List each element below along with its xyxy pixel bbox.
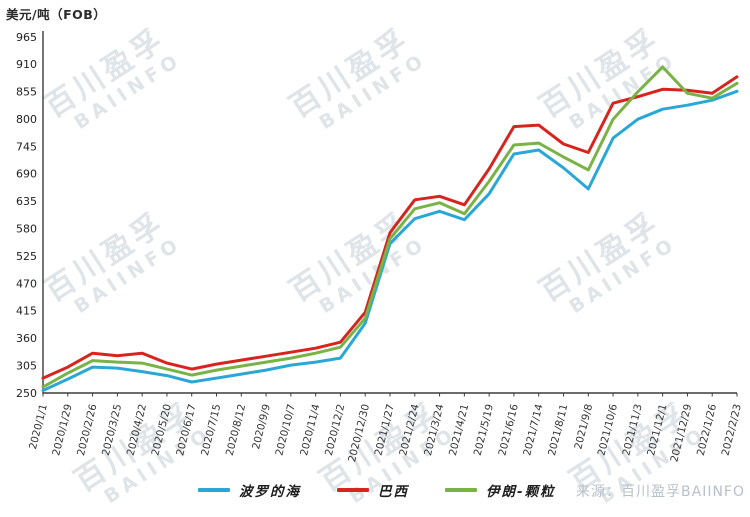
x-axis-tick-label: 2022/1/26 <box>695 403 719 457</box>
legend: 波罗的海 巴西 伊朗-颗粒 <box>198 480 556 500</box>
x-axis-tick-label: 2022/2/23 <box>719 403 743 457</box>
y-axis-tick-label: 745 <box>16 140 37 153</box>
x-axis-tick-label: 2020/10/7 <box>273 403 297 457</box>
legend-item-baltic-sea[interactable]: 波罗的海 <box>198 480 301 500</box>
x-axis-tick-label: 2021/1/27 <box>372 403 396 457</box>
y-axis-tick-label: 965 <box>16 31 37 44</box>
x-axis-tick-label: 2021/12/1 <box>645 403 669 457</box>
axes <box>42 31 737 394</box>
x-axis-tick-label: 2020/3/25 <box>100 403 124 457</box>
legend-item-brazil[interactable]: 巴西 <box>337 480 409 500</box>
y-axis-tick-label: 470 <box>16 277 37 290</box>
source-note: 来源：百川盈孚BAIINFO <box>576 484 745 500</box>
legend-item-iran-granular[interactable]: 伊朗-颗粒 <box>445 480 556 500</box>
x-axis-tick-label: 2020/9/9 <box>250 403 273 451</box>
x-axis-tick-label: 2020/2/26 <box>75 403 99 457</box>
x-axis-tick-label: 2021/3/24 <box>422 403 446 457</box>
brazil-line[interactable] <box>41 75 739 380</box>
legend-swatch-iran-granular <box>445 488 477 492</box>
y-axis-tick-label: 415 <box>16 305 37 318</box>
price-chart: 965 910 855 800 745 690 635 580 525 470 415 360 305 2… <box>16 31 744 464</box>
y-axis-tick-label: 360 <box>16 332 37 345</box>
y-axis-tick-label: 580 <box>16 222 37 235</box>
x-axis-tick-label: 2020/7/15 <box>199 403 223 457</box>
y-axis-tick-label: 855 <box>16 86 37 99</box>
x-axis-tick-label: 2021/5/19 <box>472 403 496 457</box>
x-axis-tick-label: 2020/1/1 <box>27 403 50 451</box>
y-axis-tick-label: 800 <box>16 113 37 126</box>
x-axis-tick-label: 2020/12/2 <box>323 403 347 457</box>
legend-swatch-brazil <box>337 488 369 492</box>
x-axis-tick-label: 2020/12/30 <box>346 403 372 463</box>
y-axis-tick-label: 690 <box>16 168 37 181</box>
iran-granular-line[interactable] <box>41 65 739 389</box>
x-axis-tick-label: 2020/6/17 <box>174 403 198 457</box>
x-axis-tick-label: 2020/1/29 <box>50 403 74 457</box>
y-axis-tick-label: 525 <box>16 250 37 263</box>
x-axis-tick-label: 2020/11/4 <box>298 403 322 457</box>
y-axis-tick-label: 635 <box>16 195 37 208</box>
y-axis-tick-label: 910 <box>16 58 37 71</box>
y-axis-tick-label: 250 <box>16 387 37 400</box>
x-axis-tick-label: 2020/5/20 <box>149 403 173 457</box>
x-axis-tick-label: 2021/4/21 <box>447 403 471 457</box>
x-axis-tick-label: 2021/7/14 <box>521 403 545 457</box>
legend-label-brazil: 巴西 <box>378 484 409 500</box>
x-axis-tick-label: 2021/12/29 <box>668 403 694 463</box>
y-axis-tick-label: 305 <box>16 359 37 372</box>
x-axis-tick-label: 2020/4/22 <box>125 403 149 457</box>
legend-label-baltic-sea: 波罗的海 <box>239 484 301 500</box>
x-axis-tick-label: 2021/2/24 <box>397 403 421 457</box>
legend-swatch-baltic-sea <box>198 488 230 492</box>
x-axis-tick-label: 2021/10/6 <box>596 403 620 457</box>
legend-label-iran-granular: 伊朗-颗粒 <box>486 484 556 500</box>
x-axis-tick-label: 2021/9/8 <box>572 403 595 451</box>
x-axis-tick-label: 2021/11/3 <box>620 403 644 457</box>
x-axis-tick-label: 2021/8/11 <box>546 403 570 457</box>
chart-title: 美元/吨（FOB） <box>6 7 107 22</box>
x-axis-tick-label: 2021/6/16 <box>496 403 520 457</box>
x-axis-tick-label: 2020/8/12 <box>224 403 248 457</box>
